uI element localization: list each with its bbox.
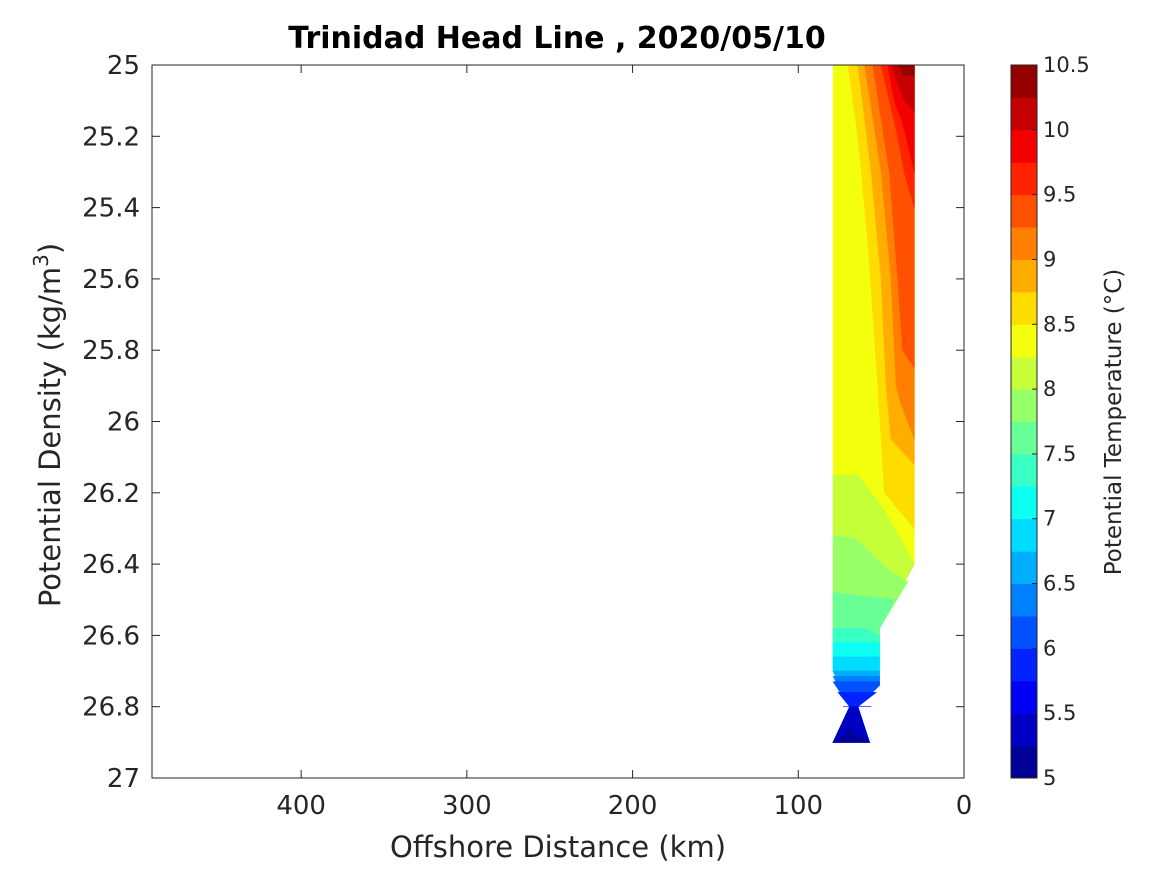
chart-title: Trinidad Head Line , 2020/05/10 [288,21,825,56]
y-axis-label-sup: 3 [29,254,53,267]
y-tick-label-9: 26.8 [82,693,140,723]
y-tick-label-8: 26.6 [82,621,140,651]
y-tick-label-7: 26.4 [82,550,140,580]
colorbar-tick-label-1: 5.5 [1043,701,1076,725]
x-tick-label-3: 100 [773,791,823,821]
colorbar-band-3 [1011,648,1037,682]
y-tick-label-4: 25.8 [82,336,140,366]
y-tick-label-6: 26.2 [82,479,140,509]
colorbar-band-9 [1011,453,1037,487]
colorbar-band-7 [1011,518,1037,552]
y-tick-label-5: 26 [107,408,140,438]
colorbar-band-6 [1011,551,1037,585]
y-tick-label-2: 25.4 [82,194,140,224]
colorbar-band-16 [1011,227,1037,260]
colorbar-frame [1010,64,1038,779]
x-tick-label-2: 200 [608,791,658,821]
y-axis-label: Potential Density (kg/m3) [29,243,67,607]
colorbar-band-4 [1011,615,1037,649]
colorbar-band-12 [1011,356,1037,390]
colorbar-band-5 [1011,583,1037,617]
colorbar-tick-label-5: 7.5 [1043,442,1076,466]
colorbar-band-2 [1011,680,1037,714]
contour-region-21 [832,727,871,743]
colorbar-band-8 [1011,486,1037,520]
colorbar-label: Potential Temperature (°C) [1101,269,1127,576]
x-tick-label-0: 400 [276,791,326,821]
colorbar-tick-label-7: 8.5 [1043,312,1076,336]
colorbar-band-15 [1011,259,1037,293]
colorbar-band-17 [1011,194,1037,228]
y-tick-label-3: 25.6 [82,265,140,295]
y-tick-label-1: 25.2 [82,122,140,152]
colorbar-tick-label-3: 6.5 [1043,572,1076,596]
colorbar-band-10 [1011,421,1037,455]
colorbar-band-18 [1011,162,1037,196]
colorbar-band-0 [1011,745,1037,779]
tick-layer: 400 300 200 100 0 25 25.2 25.4 25.6 25.8 26 26.2 26.… [82,51,972,821]
colorbar-band-13 [1011,324,1037,358]
colorbar-tick-label-6: 8 [1043,377,1056,401]
y-axis-label-suffix: ) [33,243,67,254]
x-axis-label: Offshore Distance (km) [390,830,726,864]
colorbar-tick-label-0: 5 [1043,766,1056,790]
x-tick-label-4: 0 [956,791,973,821]
colorbar-tick-label-11: 10.5 [1043,53,1090,77]
contour-layer [832,65,915,743]
y-axis-label-prefix: Potential Density (kg/m [33,267,67,607]
contour-region-7 [890,65,915,113]
colorbar-tick-label-10: 10 [1043,118,1070,142]
colorbar: 5 5.5 6 6.5 7 7.5 8 8.5 9 9.5 10 10.5 [1010,53,1090,790]
colorbar-band-21 [1011,65,1037,98]
colorbar-band-11 [1011,389,1037,422]
colorbar-band-19 [1011,129,1037,163]
colorbar-band-1 [1011,713,1037,747]
colorbar-band-20 [1011,97,1037,131]
contour-region-8 [897,65,915,76]
x-tick-label-1: 300 [442,791,492,821]
y-tick-label-0: 25 [107,51,140,81]
colorbar-band-14 [1011,291,1037,325]
y-tick-label-10: 27 [107,764,140,794]
colorbar-tick-label-8: 9 [1043,247,1056,271]
colorbar-tick-label-9: 9.5 [1043,183,1076,207]
colorbar-tick-label-2: 6 [1043,636,1056,660]
colorbar-tick-label-4: 7 [1043,507,1056,531]
